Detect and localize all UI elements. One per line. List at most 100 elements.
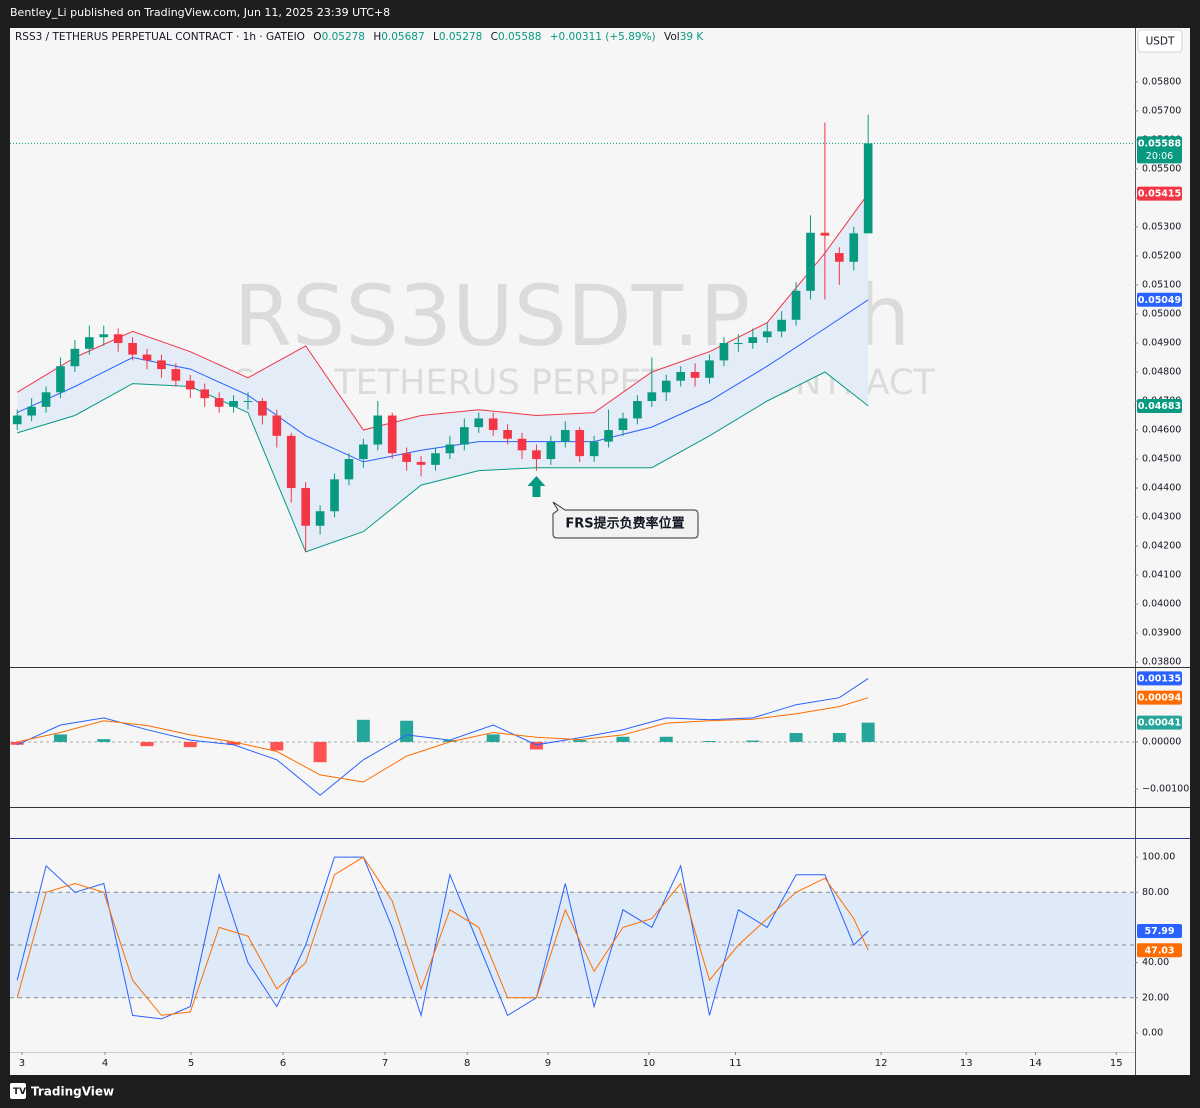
candle-body (546, 441, 556, 460)
ohlc-label: O (313, 31, 322, 43)
histogram-bar (140, 741, 154, 747)
band-lower (17, 371, 869, 553)
price-tag (1137, 943, 1182, 958)
candle-body (12, 415, 22, 425)
legend: RSS3 / TETHERUS PERPETUAL CONTRACT · 1h … (15, 31, 708, 43)
candle-body (315, 511, 325, 526)
candle-body (113, 334, 123, 343)
currency-button[interactable] (1137, 29, 1183, 53)
signal-line (17, 697, 869, 783)
y-tick-label: 0.05200 (1142, 250, 1181, 261)
histogram-bar (789, 732, 803, 742)
change: +0.00311 (+5.89%) (549, 31, 656, 43)
y-tick-label: 0.05000 (1142, 308, 1181, 319)
stoch-line (16, 856, 869, 1020)
candle-body (171, 369, 181, 381)
candle-body (575, 430, 585, 457)
candle-body (157, 360, 166, 370)
candle-body (618, 418, 628, 431)
candle-body (70, 348, 80, 367)
histogram-bar (861, 722, 875, 742)
histogram-bar (10, 741, 24, 745)
y-tick-label: 0.03800 (1142, 657, 1181, 668)
candle-body (791, 290, 801, 320)
annotation: FRS提示负费率位置 (565, 516, 684, 532)
candle-body (272, 415, 282, 436)
y-tick-label: 0.05700 (1142, 105, 1181, 116)
candle-body (676, 372, 685, 381)
candle-body (863, 143, 873, 234)
x-tick-label: 9 (545, 1058, 551, 1069)
candle-body (748, 337, 758, 343)
candle-body (460, 427, 469, 445)
currency[interactable]: USDT (1146, 36, 1175, 48)
histogram-bar (529, 741, 543, 750)
brand-logo-mark: TV (13, 1087, 26, 1097)
price-tag (1137, 715, 1182, 730)
y-tick-label: 0.04500 (1142, 454, 1181, 465)
x-tick-label: 10 (643, 1058, 656, 1069)
price-tag (1137, 136, 1182, 164)
histogram-bar (270, 741, 284, 751)
candle-body (820, 232, 830, 236)
candle-body (734, 342, 743, 344)
band-fill (17, 193, 869, 552)
candle-body (229, 401, 238, 407)
candle-body (647, 392, 657, 402)
histogram-bar (313, 741, 327, 763)
y-tick-label: 0.04600 (1142, 425, 1181, 436)
candle-body (431, 453, 440, 465)
y-tick-label: 40.00 (1142, 957, 1169, 968)
y-tick-label: 0.04300 (1142, 512, 1181, 523)
histogram-bar (659, 736, 673, 742)
candle-body (589, 441, 599, 457)
candle-body (604, 430, 613, 442)
ohlc-value: 0.05687 (381, 31, 425, 43)
ohlc-value: 0.05278 (438, 31, 483, 43)
candle-body (243, 401, 253, 403)
price-tag-label: 0.05415 (1138, 189, 1181, 200)
volume-label: Vol (663, 31, 680, 43)
candle-body (373, 415, 383, 445)
histogram-bar (616, 736, 630, 742)
candle-body (690, 372, 700, 378)
y-tick-label: 0.04800 (1142, 367, 1181, 378)
candle-body (661, 380, 671, 393)
x-tick-label: 5 (188, 1058, 194, 1069)
candle-body (633, 401, 642, 419)
x-tick-label: 3 (19, 1058, 25, 1069)
price-tag (1137, 292, 1182, 307)
candle-body (258, 401, 267, 416)
price-tag-label: 57.99 (1144, 926, 1174, 937)
ohlc-value: 0.05588 (497, 31, 542, 43)
y-tick-label: 0.00000 (1142, 736, 1181, 747)
candle-body (185, 380, 195, 390)
x-tick-label: 8 (464, 1058, 470, 1069)
price-tag (1137, 398, 1182, 413)
candle-body (128, 342, 137, 355)
candle-body (387, 415, 397, 454)
candle-body (200, 389, 210, 399)
candle-body (474, 418, 484, 428)
histogram-bar (97, 739, 111, 742)
candle-body (560, 430, 570, 442)
price-tag-label: 47.03 (1144, 945, 1174, 956)
brand-logo (10, 1083, 26, 1099)
candle-body (849, 233, 859, 262)
candle-body (344, 459, 354, 480)
price-tag-label: 0.00094 (1138, 693, 1182, 704)
candle-body (705, 360, 714, 378)
x-tick-label: 6 (280, 1058, 286, 1069)
brand: TradingView (31, 1085, 114, 1099)
candle-body (286, 435, 296, 489)
y-tick-label: 0.03900 (1142, 628, 1181, 639)
publisher: Bentley_Li published on TradingView.com,… (10, 6, 390, 19)
stoch-line (16, 856, 869, 1016)
x-tick-label: 11 (729, 1058, 742, 1069)
candle-body (99, 334, 109, 338)
histogram-bar (400, 720, 414, 742)
y-tick-label: 0.04900 (1142, 337, 1181, 348)
y-tick-label: 0.04000 (1142, 599, 1181, 610)
histogram-bar (573, 740, 587, 742)
countdown: 20:06 (1146, 151, 1173, 162)
